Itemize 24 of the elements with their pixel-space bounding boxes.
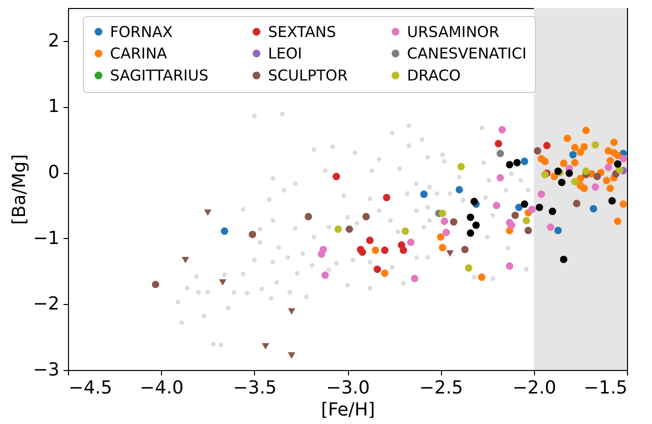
legend-label: LEOI <box>268 44 302 62</box>
legend-label: CARINA <box>110 44 168 62</box>
legend-label: SCULPTOR <box>268 66 348 84</box>
y-tick-label: 1 <box>48 96 60 118</box>
legend-label: URSAMINOR <box>407 22 500 41</box>
legend-label: SAGITTARIUS <box>110 66 208 84</box>
x-tick-label: −3.0 <box>326 378 370 398</box>
x-tick-label: −4.0 <box>140 378 184 398</box>
x-tick-label: −1.5 <box>584 378 628 398</box>
y-tick-label: −2 <box>32 294 60 315</box>
y-tick-label: −1 <box>32 228 60 249</box>
y-tick-label: 2 <box>48 30 60 52</box>
x-axis-title: [Fe/H] <box>320 400 376 420</box>
y-tick-label: −3 <box>32 360 60 380</box>
x-tick-label: −3.5 <box>232 378 277 398</box>
x-tick-label: −2.0 <box>512 378 556 398</box>
x-tick-label: −4.5 <box>68 378 112 398</box>
y-axis-title: [Ba/Mg] <box>8 154 30 225</box>
legend-label: DRACO <box>407 66 461 84</box>
legend-label: FORNAX <box>110 22 173 41</box>
x-tick-label: −2.5 <box>419 378 464 398</box>
legend-label: CANESVENATICI <box>407 44 526 62</box>
legend-label: SEXTANS <box>268 22 336 41</box>
y-tick-label: 0 <box>48 162 60 184</box>
